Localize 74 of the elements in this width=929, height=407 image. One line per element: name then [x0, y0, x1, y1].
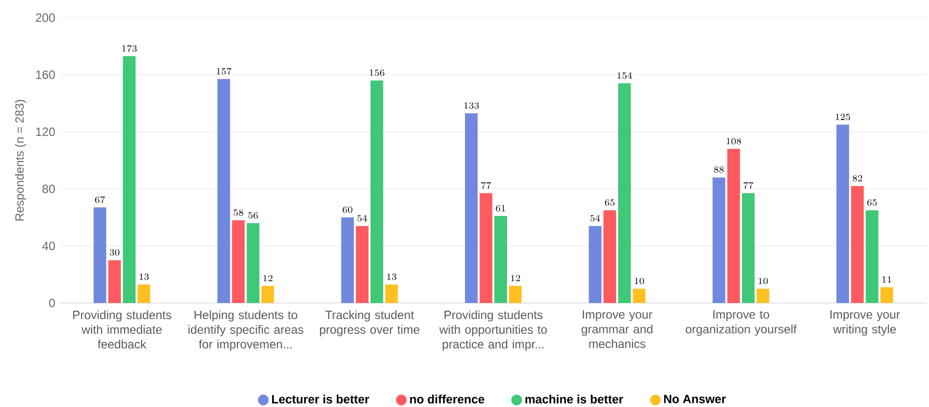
bar: [261, 286, 274, 303]
bar: [494, 216, 507, 303]
y-tick-label: 0: [49, 298, 55, 308]
bar: [588, 226, 602, 303]
bar: [108, 260, 121, 303]
bar: [880, 287, 894, 303]
y-axis-title: Respondents (n = 283): [14, 100, 26, 221]
y-tick-label: 200: [36, 13, 55, 22]
data-label: 54: [357, 214, 368, 222]
bar: [341, 217, 354, 303]
bar: [756, 288, 770, 303]
data-label: 10: [758, 278, 768, 284]
legend-label: no difference: [410, 394, 484, 404]
data-label: 54: [590, 214, 600, 222]
data-label: 157: [216, 68, 232, 74]
x-tick-label: Helping students to identify specific areas for improvemen...: [188, 310, 304, 351]
data-label: 82: [852, 175, 862, 182]
bar: [122, 56, 136, 303]
data-label: 156: [370, 70, 384, 76]
y-tick-label: 40: [42, 242, 55, 250]
data-label: 65: [604, 199, 614, 206]
data-label: 125: [836, 114, 850, 120]
y-tick-label: 160: [36, 70, 55, 79]
bar: [727, 148, 740, 303]
x-tick-label: Providing students with opportunities to practice and impr...: [439, 310, 547, 351]
y-tick-label: 120: [36, 128, 55, 136]
legend-label: No Answer: [664, 394, 726, 404]
bar: [480, 193, 492, 303]
x-tick-label: Providing students with immediate feedback: [73, 310, 172, 349]
bar: [464, 113, 478, 303]
x-tick-label: Improve your grammar and mechanics: [582, 310, 652, 348]
data-label: 30: [110, 249, 120, 256]
bar: [632, 288, 646, 303]
bar: [866, 210, 878, 303]
data-label: 13: [387, 274, 396, 280]
data-label: 77: [481, 182, 492, 189]
bar: [618, 83, 631, 303]
data-label: 11: [882, 276, 892, 283]
data-label: 154: [618, 72, 632, 79]
bar: [508, 286, 522, 303]
data-label: 173: [122, 45, 137, 52]
bar: [138, 284, 150, 303]
data-label: 13: [140, 274, 149, 280]
bar: [356, 226, 369, 303]
data-label: 60: [342, 206, 352, 213]
data-label: 56: [248, 212, 258, 219]
bar: [370, 80, 384, 303]
data-label: 61: [496, 205, 506, 212]
bar: [217, 79, 230, 303]
data-label: 108: [726, 138, 742, 144]
x-tick-label: Tracking student progress over time: [320, 310, 420, 336]
data-label: 12: [511, 274, 520, 282]
bar: [851, 186, 864, 303]
data-label: 10: [634, 278, 644, 284]
data-label: 65: [867, 199, 877, 206]
legend-label: machine is better: [525, 394, 624, 404]
y-tick-label: 80: [42, 184, 55, 194]
bar: [246, 223, 260, 303]
x-tick-label: Improve your writing style: [830, 310, 900, 336]
bar: [742, 193, 755, 303]
data-label: 67: [95, 196, 105, 203]
legend-label: Lecturer is better: [272, 394, 370, 404]
bar: [712, 177, 726, 303]
data-label: 88: [714, 166, 724, 173]
x-tick-label: Improve to organization yourself: [686, 310, 797, 336]
data-label: 77: [744, 182, 754, 189]
data-label: 12: [263, 274, 272, 282]
bar: [603, 210, 616, 303]
bar: [94, 207, 106, 303]
bar: [385, 284, 398, 303]
bar: [232, 220, 245, 303]
bar: [836, 124, 850, 303]
data-label: 133: [464, 102, 479, 109]
data-label: 58: [234, 209, 244, 216]
